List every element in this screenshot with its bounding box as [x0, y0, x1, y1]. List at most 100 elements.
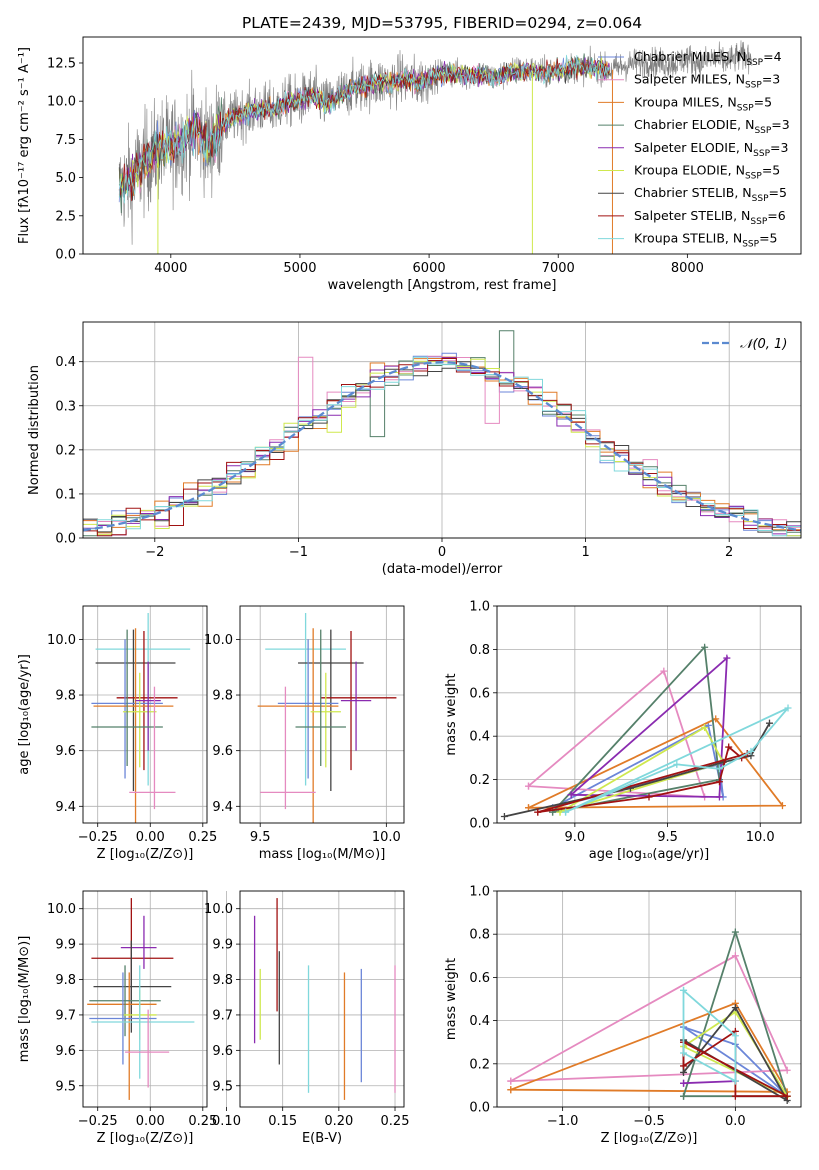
y-tick-label: 9.6 — [212, 1044, 233, 1059]
y-axis-label: age [log₁₀(age/yr)] — [17, 654, 32, 775]
weight-point-marker — [525, 804, 533, 812]
y-tick-label: 0.8 — [469, 928, 490, 943]
residuals-plot-area — [83, 330, 801, 537]
y-tick-label: 9.9 — [55, 938, 76, 953]
weight-vs-Z-plot-area — [507, 928, 791, 1105]
legend-count: =5 — [759, 231, 777, 246]
y-tick-label: 0.0 — [55, 248, 76, 263]
y-tick-label: 0.4 — [469, 1014, 490, 1029]
x-axis-label: mass [log₁₀(M/M⊙)] — [259, 847, 386, 862]
y-tick-label: 9.6 — [55, 744, 76, 759]
x-axis-label: Z [log₁₀(Z/Z⊙)] — [97, 847, 194, 862]
y-tick-label: 0.6 — [469, 971, 490, 986]
legend-count: =4 — [763, 49, 781, 64]
y-tick-label: 0.2 — [469, 773, 490, 788]
histogram-series-step — [83, 358, 801, 537]
y-tick-label: 10.0 — [204, 902, 233, 917]
x-tick-label: 7000 — [542, 261, 575, 276]
y-tick-label: 9.8 — [212, 689, 233, 704]
x-tick-label: −1 — [289, 545, 308, 560]
x-tick-label: 0.25 — [381, 1114, 410, 1129]
y-tick-label: 0.0 — [55, 532, 76, 547]
weight-point-marker — [731, 1004, 739, 1012]
x-axis-label: wavelength [Angstrom, rest frame] — [328, 278, 557, 293]
y-tick-label: 7.5 — [55, 133, 76, 148]
x-tick-label: −0.25 — [78, 830, 118, 845]
weight-point-marker — [715, 793, 723, 801]
weight-point-marker — [645, 793, 653, 801]
normal-reference-curve — [83, 360, 801, 532]
y-tick-label: 0.0 — [469, 817, 490, 832]
histogram-series-step — [83, 356, 801, 537]
weight-point-marker — [534, 808, 542, 816]
x-axis-label: Z [log₁₀(Z/Z⊙)] — [97, 1131, 194, 1146]
x-tick-label: −1.0 — [547, 1114, 579, 1129]
x-tick-label: 5000 — [283, 261, 316, 276]
y-tick-label: 9.8 — [212, 973, 233, 988]
weight-point-marker — [680, 1092, 688, 1100]
legend-entry: Kroupa STELIB, NSSP=5 — [634, 231, 778, 250]
x-tick-label: 10.0 — [746, 830, 775, 845]
legend-entry: Salpeter ELODIE, NSSP=3 — [634, 140, 788, 159]
legend-entry: Kroupa MILES, NSSP=5 — [634, 94, 772, 113]
x-tick-label: 0.0 — [725, 1114, 746, 1129]
y-tick-label: 10.0 — [204, 633, 233, 648]
x-tick-label: 0 — [438, 545, 446, 560]
y-tick-label: 9.8 — [55, 973, 76, 988]
y-tick-label: 0.4 — [469, 730, 490, 745]
weight-point-marker — [784, 704, 792, 712]
y-tick-label: 0.8 — [469, 643, 490, 658]
legend-subscript: SSP — [754, 126, 771, 136]
y-tick-label: 0.2 — [469, 1057, 490, 1072]
y-tick-label: 9.7 — [55, 1008, 76, 1023]
legend-subscript: SSP — [753, 149, 770, 159]
legend-subscript: SSP — [750, 217, 767, 227]
axes-frame — [496, 890, 802, 1108]
weight-point-marker — [507, 1077, 515, 1085]
axes-frame — [82, 890, 208, 1108]
x-tick-label: 0.20 — [324, 1114, 353, 1129]
y-tick-label: 0.2 — [55, 443, 76, 458]
weight-point-marker — [731, 1077, 739, 1085]
legend-count: =3 — [762, 72, 780, 87]
weight-point-marker — [723, 654, 731, 662]
weight-point-marker — [765, 719, 773, 727]
y-tick-label: 5.0 — [55, 171, 76, 186]
y-tick-label: 1.0 — [469, 885, 490, 900]
weight-point-marker — [660, 667, 668, 675]
weight-point-marker — [500, 812, 508, 820]
x-tick-label: 2 — [725, 545, 733, 560]
weight-point-marker — [525, 782, 533, 790]
legend-entry: Chabrier MILES, NSSP=4 — [634, 49, 782, 68]
weight-point-marker — [567, 791, 575, 799]
legend: Chabrier MILES, NSSP=4 Salpeter MILES, NS… — [598, 49, 790, 250]
weight-point-marker — [701, 643, 709, 651]
weight-point-marker — [680, 986, 688, 994]
x-tick-label: 0.25 — [188, 830, 217, 845]
y-tick-label: 10.0 — [47, 95, 76, 110]
x-tick-label: 0.00 — [136, 1114, 165, 1129]
legend-entry: Salpeter STELIB, NSSP=6 — [634, 208, 786, 227]
legend-subscript: SSP — [745, 81, 762, 91]
legend-entry: Chabrier STELIB, NSSP=5 — [634, 185, 787, 204]
y-tick-label: 0.1 — [55, 487, 76, 502]
weight-point-marker — [680, 1049, 688, 1057]
y-tick-label: 0.3 — [55, 399, 76, 414]
y-axis-label: mass weight — [444, 673, 459, 755]
y-tick-label: 2.5 — [55, 209, 76, 224]
y-tick-label: 9.4 — [212, 800, 233, 815]
y-tick-label: 9.6 — [212, 744, 233, 759]
age-vs-mass-plot-area — [257, 612, 397, 823]
weight-point-marker — [562, 808, 570, 816]
legend-count: =5 — [754, 94, 772, 109]
x-tick-label: 0.15 — [268, 1114, 297, 1129]
y-axis-label: Flux [fλ10⁻¹⁷ erg cm⁻² s⁻¹ A⁻¹] — [17, 47, 32, 244]
legend-count: =3 — [771, 117, 789, 132]
axes-frame — [82, 321, 802, 539]
y-tick-label: 9.5 — [212, 1079, 233, 1094]
weight-series-line — [510, 1002, 789, 1093]
legend-count: =5 — [762, 163, 780, 178]
legend-subscript: SSP — [745, 172, 762, 182]
y-tick-label: 12.5 — [47, 56, 76, 71]
